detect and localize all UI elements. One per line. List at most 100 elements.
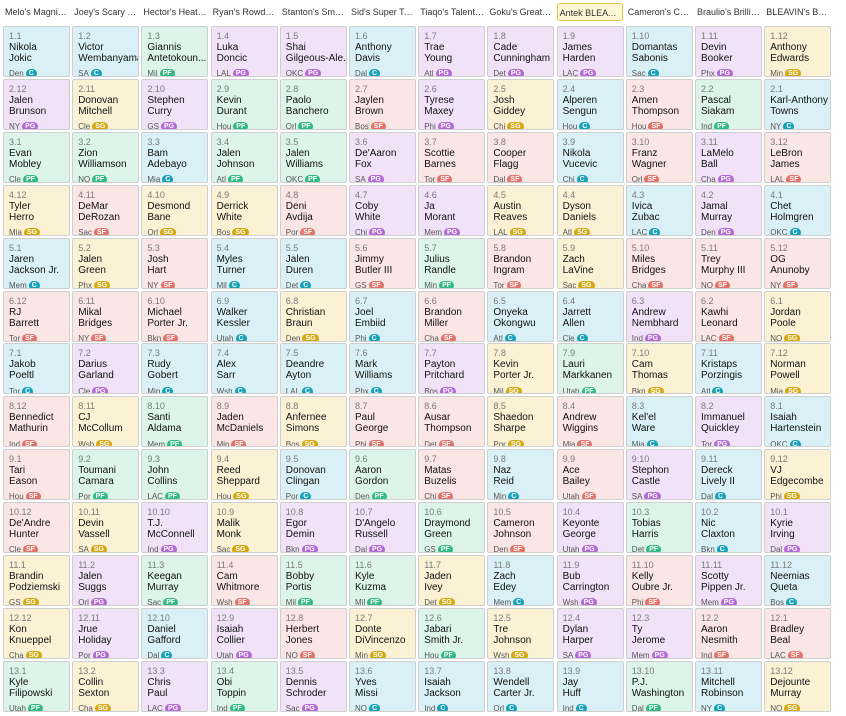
pick-cell[interactable]: 2.1 Karl-Anthony Towns NY C <box>764 78 832 130</box>
pick-cell[interactable]: 12.3 Ty Jerome Mem PG <box>625 607 693 659</box>
team-tab-11[interactable]: Braulio's Brillia... <box>697 7 761 17</box>
pick-cell[interactable]: 11.11 Scotty Pippen Jr. Mem PG <box>695 555 762 606</box>
team-tab-1[interactable]: Melo's Magnifi... <box>5 7 69 17</box>
pick-cell[interactable]: 2.10 Stephen Curry GS PG <box>141 78 209 130</box>
pick-cell[interactable]: 8.10 Santi Aldama Mem PF <box>141 396 209 448</box>
pick-cell[interactable]: 5.7 Julius Randle Min PF <box>418 237 486 289</box>
pick-cell[interactable]: 12.5 Tre Johnson Wsh SG <box>487 607 555 659</box>
pick-cell[interactable]: 12.4 Dylan Harper SA PG <box>556 607 624 659</box>
pick-cell[interactable]: 5.3 Josh Hart NY SF <box>141 237 209 289</box>
pick-cell[interactable]: 13.1 Kyle Filipowski Utah PF <box>3 660 70 712</box>
pick-cell[interactable]: 3.12 LeBron James LAL SF <box>764 131 832 183</box>
pick-cell[interactable]: 2.12 Jalen Brunson NY PG <box>3 78 70 130</box>
pick-cell[interactable]: 13.4 Obi Toppin Ind PF <box>210 660 278 712</box>
pick-cell[interactable]: 2.11 Donovan Mitchell Cle SG <box>72 78 140 130</box>
pick-cell[interactable]: 3.5 Jalen Williams OKC PF <box>279 131 347 183</box>
pick-cell[interactable]: 4.1 Chet Holmgren OKC C <box>764 184 832 236</box>
pick-cell[interactable]: 13.10 P.J. Washington Dal PF <box>625 660 693 712</box>
pick-cell[interactable]: 11.5 Bobby Portis Mil PF <box>279 555 347 606</box>
pick-cell[interactable]: 11.10 Kelly Oubre Jr. Phi SF <box>625 555 693 606</box>
pick-cell[interactable]: 5.1 Jaren Jackson Jr. Mem C <box>3 237 70 289</box>
pick-cell[interactable]: 9.1 Tari Eason Hou SF <box>3 449 70 501</box>
pick-cell[interactable]: 8.1 Isaiah Hartenstein OKC C <box>764 396 832 448</box>
pick-cell[interactable]: 8.11 CJ McCollum Wsh SG <box>72 396 140 448</box>
pick-cell[interactable]: 5.10 Miles Bridges Cha SF <box>625 237 693 289</box>
pick-cell[interactable]: 9.11 Dereck Lively II Dal C <box>695 449 762 501</box>
pick-cell[interactable]: 11.1 Brandin Podziemski GS SG <box>3 555 70 606</box>
pick-cell[interactable]: 9.3 John Collins LAC PF <box>141 449 209 501</box>
pick-cell[interactable]: 3.11 LaMelo Ball Cha PG <box>695 131 762 183</box>
pick-cell[interactable]: 1.11 Devin Booker Phx PG <box>695 26 762 77</box>
pick-cell[interactable]: 2.8 Paolo Banchero Orl PF <box>279 78 347 130</box>
pick-cell[interactable]: 3.3 Bam Adebayo Mia C <box>141 131 209 183</box>
pick-cell[interactable]: 9.12 VJ Edgecombe Phi SG <box>764 449 832 501</box>
pick-cell[interactable]: 6.1 Jordan Poole NO SG <box>764 290 832 342</box>
pick-cell[interactable]: 6.6 Brandon Miller Cha SF <box>418 290 486 342</box>
pick-cell[interactable]: 1.6 Anthony Davis Dal C <box>349 26 416 77</box>
team-tab-8[interactable]: Goku's Great T... <box>489 7 554 17</box>
pick-cell[interactable]: 12.1 Bradley Beal LAC SF <box>764 607 832 659</box>
pick-cell[interactable]: 11.3 Keegan Murray Sac PF <box>141 555 209 606</box>
pick-cell[interactable]: 6.5 Onyeka Okongwu Atl C <box>487 290 555 342</box>
pick-cell[interactable]: 5.2 Jalen Green Phx SG <box>72 237 140 289</box>
pick-cell[interactable]: 7.5 Deandre Ayton LAL C <box>279 343 347 395</box>
pick-cell[interactable]: 11.9 Bub Carrington Wsh PG <box>556 555 624 606</box>
pick-cell[interactable]: 5.11 Trey Murphy III NO SF <box>695 237 762 289</box>
team-tab-3[interactable]: Hector's Heate... <box>143 7 208 17</box>
team-tab-9[interactable]: Antek BLEAV I... <box>556 3 623 21</box>
pick-cell[interactable]: 5.6 Jimmy Butler III GS SF <box>349 237 416 289</box>
pick-cell[interactable]: 7.1 Jakob Poeltl Tor C <box>3 343 70 395</box>
pick-cell[interactable]: 2.6 Tyrese Maxey Phi PG <box>418 78 486 130</box>
pick-cell[interactable]: 3.9 Nikola Vucevic Chi C <box>556 131 624 183</box>
pick-cell[interactable]: 10.7 D'Angelo Russell Dal PG <box>349 502 416 554</box>
pick-cell[interactable]: 8.6 Ausar Thompson Det SF <box>418 396 486 448</box>
pick-cell[interactable]: 1.5 Shai Gilgeous-Ale... OKC PG <box>279 26 347 77</box>
pick-cell[interactable]: 7.4 Alex Sarr Wsh C <box>210 343 278 395</box>
pick-cell[interactable]: 2.7 Jaylen Brown Bos SF <box>349 78 416 130</box>
pick-cell[interactable]: 9.2 Toumani Camara Por PF <box>72 449 140 501</box>
pick-cell[interactable]: 13.12 Dejounte Murray NO SG <box>764 660 832 712</box>
pick-cell[interactable]: 1.3 Giannis Antetokoun... Mil PF <box>141 26 209 77</box>
pick-cell[interactable]: 3.2 Zion Williamson NO PF <box>72 131 140 183</box>
pick-cell[interactable]: 7.3 Rudy Gobert Min C <box>141 343 209 395</box>
pick-cell[interactable]: 7.10 Cam Thomas Bkn SG <box>625 343 693 395</box>
pick-cell[interactable]: 4.4 Dyson Daniels Atl SG <box>556 184 624 236</box>
pick-cell[interactable]: 13.5 Dennis Schroder Sac PG <box>279 660 347 712</box>
pick-cell[interactable]: 6.8 Christian Braun Den SG <box>279 290 347 342</box>
pick-cell[interactable]: 4.12 Tyler Herro Mia SG <box>3 184 70 236</box>
pick-cell[interactable]: 12.7 Donte DiVincenzo Min SG <box>349 607 416 659</box>
pick-cell[interactable]: 1.9 James Harden LAC PG <box>556 26 624 77</box>
pick-cell[interactable]: 6.10 Michael Porter Jr. Bkn SF <box>141 290 209 342</box>
pick-cell[interactable]: 10.5 Cameron Johnson Den SF <box>487 502 555 554</box>
pick-cell[interactable]: 4.9 Derrick White Bos SG <box>210 184 278 236</box>
pick-cell[interactable]: 11.12 Neemias Queta Bos C <box>764 555 832 606</box>
pick-cell[interactable]: 12.2 Aaron Nesmith Ind SF <box>695 607 762 659</box>
pick-cell[interactable]: 6.9 Walker Kessler Utah C <box>210 290 278 342</box>
pick-cell[interactable]: 7.7 Payton Pritchard Bos PG <box>418 343 486 395</box>
pick-cell[interactable]: 13.6 Yves Missi NO C <box>349 660 416 712</box>
pick-cell[interactable]: 3.7 Scottie Barnes Tor SF <box>418 131 486 183</box>
pick-cell[interactable]: 3.6 De'Aaron Fox SA PG <box>349 131 416 183</box>
pick-cell[interactable]: 10.9 Malik Monk Sac SG <box>210 502 278 554</box>
pick-cell[interactable]: 10.2 Nic Claxton Bkn C <box>695 502 762 554</box>
pick-cell[interactable]: 2.3 Amen Thompson Hou SF <box>625 78 693 130</box>
team-tab-6[interactable]: Sid's Super Team <box>351 7 415 17</box>
pick-cell[interactable]: 4.7 Coby White Chi PG <box>349 184 416 236</box>
pick-cell[interactable]: 13.3 Chris Paul LAC PG <box>141 660 209 712</box>
pick-cell[interactable]: 5.12 OG Anunoby NY SF <box>764 237 832 289</box>
pick-cell[interactable]: 8.5 Shaedon Sharpe Por SG <box>487 396 555 448</box>
pick-cell[interactable]: 8.8 Anfernee Simons Bos SG <box>279 396 347 448</box>
pick-cell[interactable]: 13.8 Wendell Carter Jr. Orl C <box>487 660 555 712</box>
pick-cell[interactable]: 13.11 Mitchell Robinson NY C <box>695 660 762 712</box>
pick-cell[interactable]: 3.4 Jalen Johnson Atl PF <box>210 131 278 183</box>
pick-cell[interactable]: 9.8 Naz Reid Min C <box>487 449 555 501</box>
pick-cell[interactable]: 10.6 Draymond Green GS PF <box>418 502 486 554</box>
pick-cell[interactable]: 11.7 Jaden Ivey Det SG <box>418 555 486 606</box>
pick-cell[interactable]: 4.11 DeMar DeRozan Sac SF <box>72 184 140 236</box>
pick-cell[interactable]: 11.6 Kyle Kuzma Mil PF <box>349 555 416 606</box>
pick-cell[interactable]: 4.10 Desmond Bane Orl SG <box>141 184 209 236</box>
pick-cell[interactable]: 1.7 Trae Young Atl PG <box>418 26 486 77</box>
pick-cell[interactable]: 7.9 Lauri Markkanen Utah PF <box>556 343 624 395</box>
pick-cell[interactable]: 10.11 Devin Vassell SA SG <box>72 502 140 554</box>
pick-cell[interactable]: 4.3 Ivica Zubac LAC C <box>625 184 693 236</box>
